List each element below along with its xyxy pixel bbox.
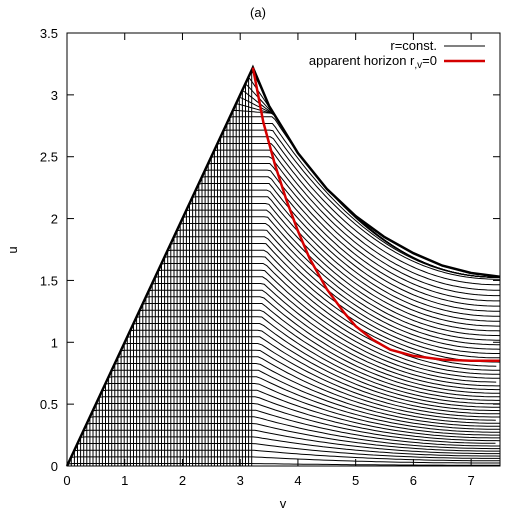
y-tick-label: 2 — [51, 212, 58, 227]
r-const-curve — [217, 143, 500, 466]
y-tick-label: 3.5 — [40, 26, 58, 41]
r-const-curve — [229, 116, 500, 466]
r-const-curve — [108, 376, 500, 466]
r-const-curve — [182, 216, 500, 466]
r-const-curve — [213, 149, 500, 466]
plot-frame — [66, 32, 501, 467]
x-tick-label: 7 — [468, 473, 475, 488]
x-axis-label: v — [280, 496, 287, 511]
legend: r=const. apparent horizon r,v=0 — [309, 38, 485, 71]
r-const-curve — [176, 229, 500, 466]
axis-ticks: 0 1 2 3 4 5 6 7 0 0.5 1 1.5 2 2.5 3 3.5 — [40, 26, 500, 488]
y-tick-label: 2.5 — [40, 150, 58, 165]
r-const-curve — [195, 189, 500, 466]
r-const-curve — [189, 203, 501, 466]
r-const-curve — [77, 443, 500, 466]
r-const-curve — [139, 309, 500, 466]
y-tick-label: 1.5 — [40, 273, 58, 288]
r-const-curve — [92, 409, 500, 466]
r-const-curve — [148, 289, 500, 466]
r-const-curve — [241, 89, 500, 466]
r-const-curve — [192, 196, 501, 466]
r-const-curve — [198, 183, 500, 466]
r-const-curve — [129, 329, 501, 466]
y-axis-label: u — [5, 246, 20, 253]
r-const-curve — [223, 129, 500, 466]
r-const-curve — [89, 416, 500, 466]
x-tick-label: 1 — [121, 473, 128, 488]
r-const-curve — [220, 136, 500, 466]
y-tick-label: 1 — [51, 335, 58, 350]
y-tick-label: 0 — [51, 459, 58, 474]
r-const-curve — [170, 243, 501, 466]
r-const-curve — [70, 456, 500, 466]
x-tick-label: 5 — [352, 473, 359, 488]
r-const-curve — [111, 369, 500, 466]
r-const-curve — [80, 436, 501, 466]
r-const-curve — [154, 276, 497, 466]
y-tick-label: 3 — [51, 88, 58, 103]
r-const-curve — [136, 316, 500, 466]
x-tick-label: 6 — [410, 473, 417, 488]
r-const-curve — [117, 356, 500, 466]
r-const-curve — [210, 156, 500, 466]
r-const-curve — [133, 323, 500, 466]
x-tick-label: 0 — [63, 473, 70, 488]
r-const-curve — [114, 363, 500, 466]
r-const-curve — [151, 283, 500, 466]
x-tick-label: 4 — [294, 473, 301, 488]
r-const-curve — [207, 163, 500, 466]
legend-label-r-const: r=const. — [390, 38, 437, 53]
r-const-curve — [235, 103, 500, 466]
r-const-curve — [98, 396, 501, 466]
boundary-curve — [65, 64, 501, 467]
x-tick-label: 2 — [179, 473, 186, 488]
r-const-curve — [95, 403, 496, 466]
x-tick-label: 3 — [237, 473, 244, 488]
r-const-curve — [157, 269, 500, 466]
apparent-horizon-curve — [251, 67, 500, 363]
legend-label-horizon: apparent horizon r,v=0 — [309, 53, 437, 71]
chart-title: (a) — [250, 5, 266, 20]
y-tick-label: 0.5 — [40, 397, 58, 412]
r-const-curve — [73, 449, 500, 466]
r-const-curves — [67, 68, 501, 466]
